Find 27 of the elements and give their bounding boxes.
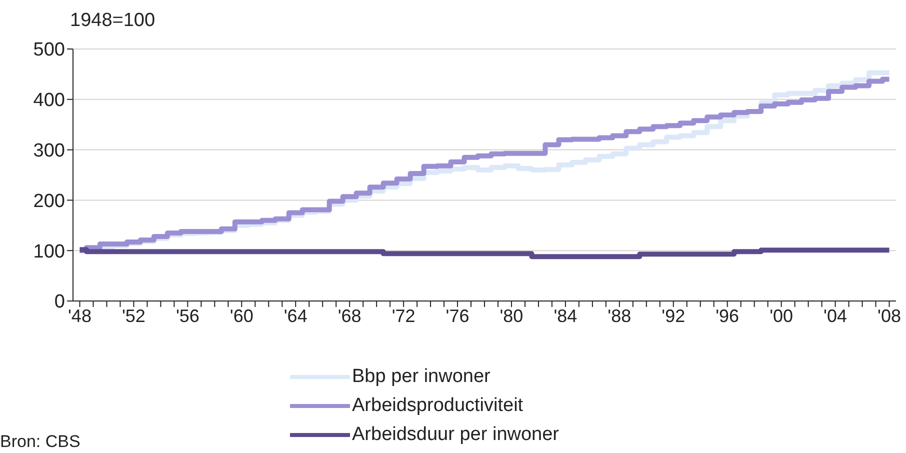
x-tick-label: '96 (716, 306, 740, 326)
x-tick-label: '60 (230, 306, 254, 326)
x-tick-label: '72 (392, 306, 416, 326)
x-tick-label: '88 (608, 306, 632, 326)
y-tick-label: 500 (33, 40, 65, 61)
x-tick-label: '08 (878, 306, 901, 326)
y-tick-label: 300 (33, 140, 65, 162)
legend-label: Bbp per inwoner (352, 366, 490, 388)
y-axis-title: 1948=100 (70, 10, 156, 32)
legend-label: Arbeidsproductiviteit (352, 394, 524, 416)
x-tick-label: '04 (824, 306, 848, 326)
y-tick-label: 100 (33, 241, 65, 262)
y-tick-label: 0 (54, 292, 65, 313)
x-tick-label: '76 (446, 306, 470, 326)
y-tick-label: 200 (33, 190, 65, 212)
x-tick-label: '64 (284, 306, 308, 326)
x-tick-label: '80 (500, 306, 524, 326)
x-tick-label: '52 (122, 306, 146, 326)
x-tick-label: '48 (68, 306, 92, 326)
x-tick-label: '68 (338, 306, 362, 326)
x-tick-label: '92 (662, 306, 686, 326)
x-tick-label: '56 (176, 306, 200, 326)
x-tick-label: '84 (554, 306, 578, 326)
legend-label: Arbeidsduur per inwoner (352, 424, 560, 446)
x-tick-label: '00 (770, 306, 794, 326)
y-tick-label: 400 (33, 90, 65, 112)
text: Bron: CBS (0, 432, 80, 452)
